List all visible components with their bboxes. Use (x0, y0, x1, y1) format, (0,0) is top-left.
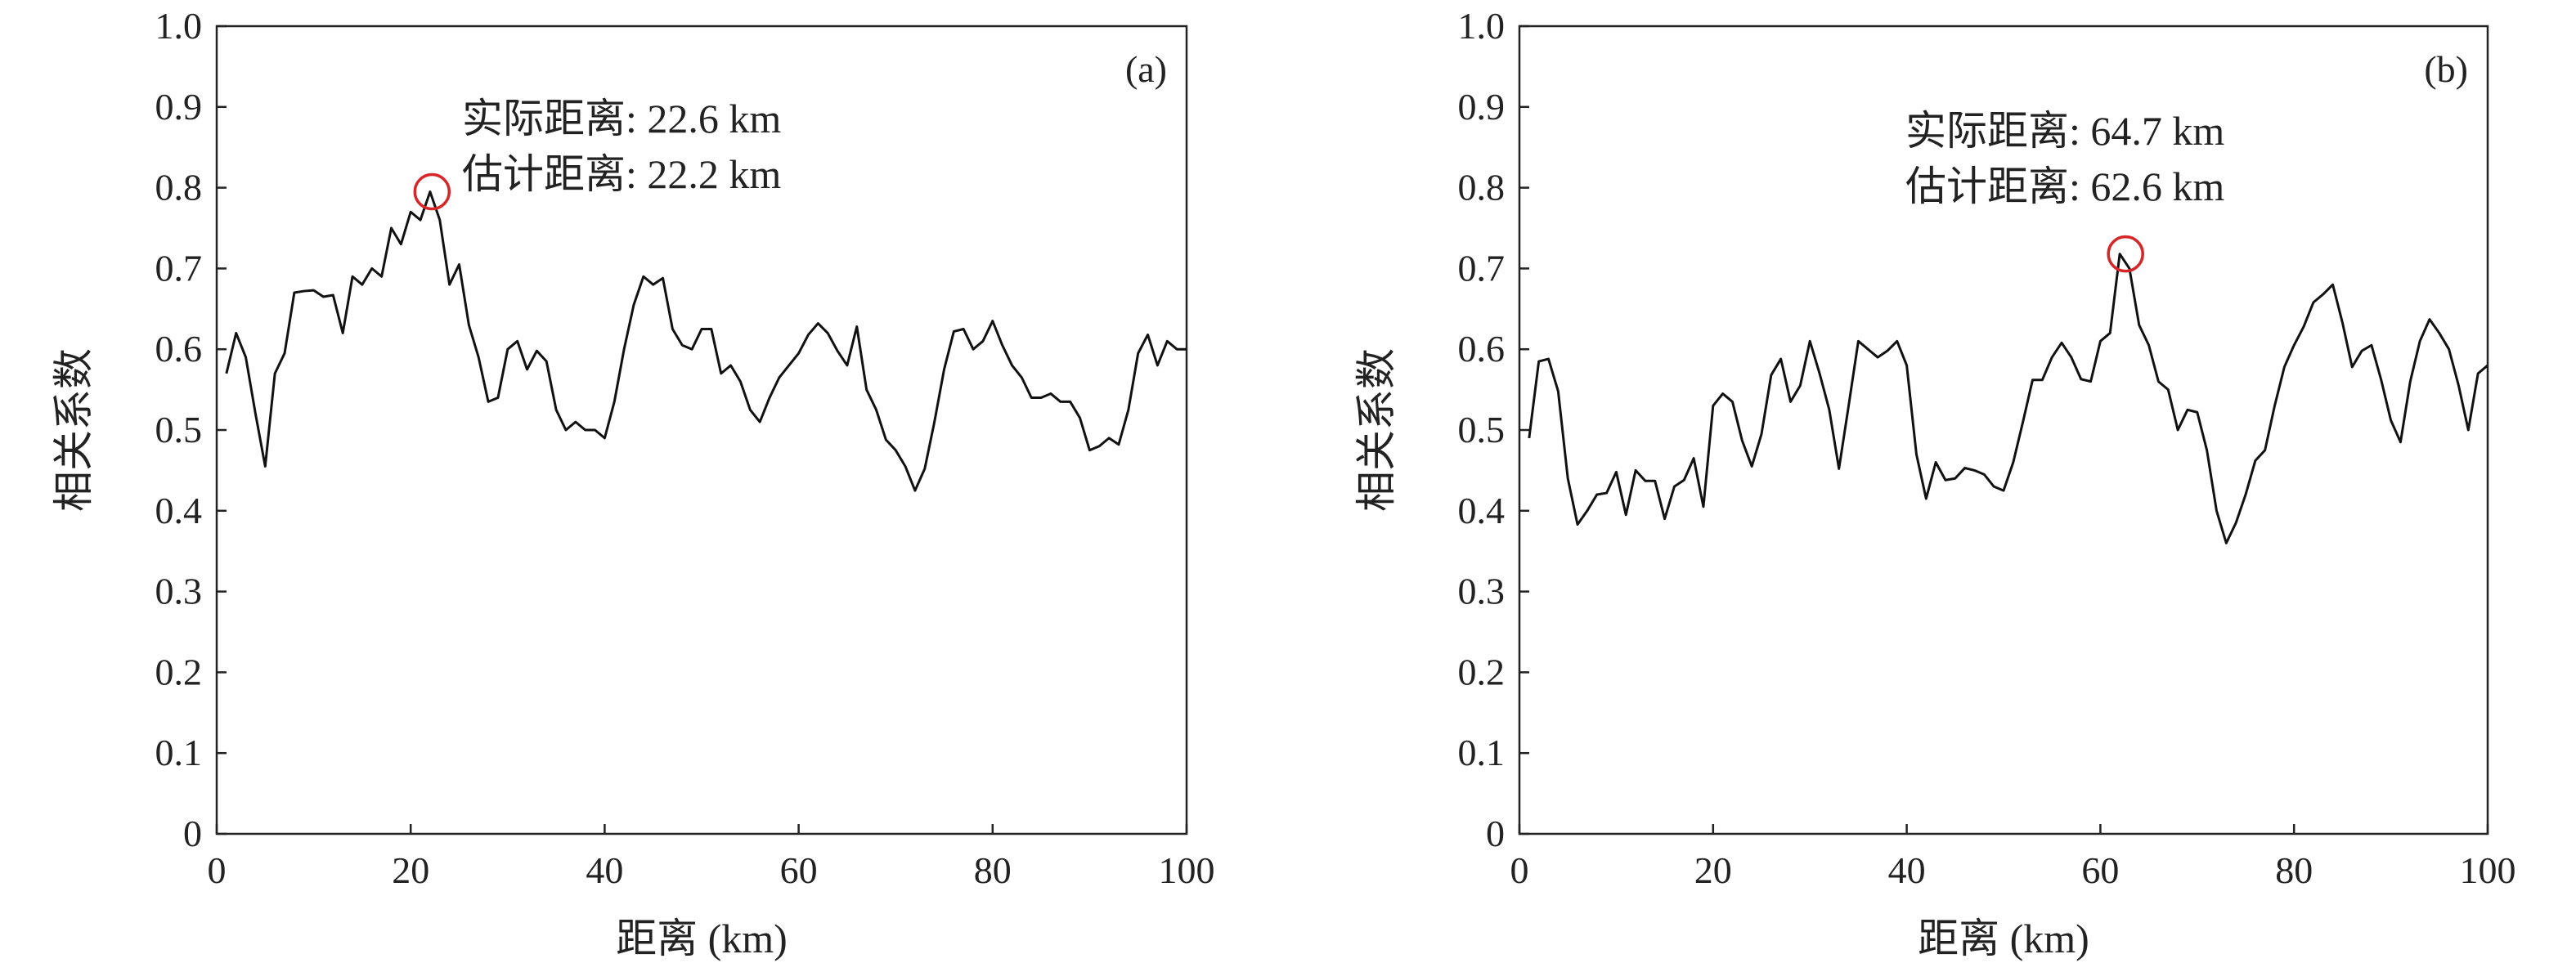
y-tick-label: 0.3 (1458, 571, 1506, 612)
y-tick-label: 0.9 (1458, 86, 1506, 128)
y-tick-label: 0.2 (1458, 651, 1506, 692)
x-tick-label: 40 (1888, 849, 1926, 891)
peak-marker (2107, 235, 2144, 273)
correlation-series-line (1528, 253, 2488, 544)
y-tick-label: 1.0 (155, 5, 203, 47)
y-tick-label: 0.6 (155, 328, 203, 370)
y-tick-label: 0 (1486, 813, 1505, 854)
x-tick-label: 80 (2275, 849, 2313, 891)
y-axis-title: 相关系数 (51, 348, 96, 512)
y-tick-label: 0.8 (155, 167, 203, 208)
y-tick-label: 0.5 (1458, 409, 1506, 450)
y-tick-label: 0.7 (155, 247, 203, 289)
correlation-series-line (225, 190, 1187, 492)
x-tick-label: 40 (586, 849, 623, 891)
plot-frame (215, 25, 1188, 835)
x-tick-label: 100 (1159, 849, 1215, 891)
x-tick-label: 0 (208, 849, 227, 891)
chart-panel-b: 0 0.1 0.2 0.3 0.4 0.5 0.6 0.7 0.8 0.9 1.0 0 20 40 60 80… (1353, 5, 2516, 961)
y-tick-label: 0.2 (155, 651, 203, 692)
y-tick-label: 0 (183, 813, 202, 854)
x-axis-title: 距离 (km) (616, 916, 788, 961)
y-tick-label: 0.9 (155, 86, 203, 128)
y-tick-label: 0.5 (155, 409, 203, 450)
annotation-estimated-distance: 估计距离: 62.6 km (1905, 163, 2224, 209)
y-tick-label: 0.8 (1458, 167, 1506, 208)
x-tick-label: 20 (1694, 849, 1732, 891)
y-tick-label: 0.1 (1458, 732, 1506, 773)
y-axis-title: 相关系数 (1353, 348, 1399, 512)
annotation-actual-distance: 实际距离: 22.6 km (462, 96, 781, 141)
y-tick-label: 0.6 (1458, 328, 1506, 370)
y-tick-label: 0.4 (1458, 490, 1506, 531)
x-tick-label: 80 (974, 849, 1012, 891)
x-tick-label: 0 (1510, 849, 1529, 891)
y-tick-label: 1.0 (1458, 5, 1506, 47)
x-tick-label: 100 (2460, 849, 2516, 891)
chart-panel-a: 0 0.1 0.2 0.3 0.4 0.5 0.6 0.7 0.8 0.9 1.0 0 20 40 60 80… (51, 5, 1215, 961)
y-tick-label: 0.4 (155, 490, 203, 531)
annotation-actual-distance: 实际距离: 64.7 km (1905, 108, 2224, 154)
panel-label: (b) (2424, 48, 2468, 90)
panel-label: (a) (1125, 48, 1167, 90)
x-axis-title: 距离 (km) (1918, 916, 2089, 961)
x-tick-label: 20 (392, 849, 429, 891)
y-tick-label: 0.1 (155, 732, 203, 773)
y-tick-label: 0.7 (1458, 247, 1506, 289)
x-tick-label: 60 (780, 849, 818, 891)
annotation-estimated-distance: 估计距离: 22.2 km (462, 151, 781, 197)
x-tick-label: 60 (2081, 849, 2119, 891)
y-tick-label: 0.3 (155, 571, 203, 612)
peak-marker (413, 172, 451, 211)
